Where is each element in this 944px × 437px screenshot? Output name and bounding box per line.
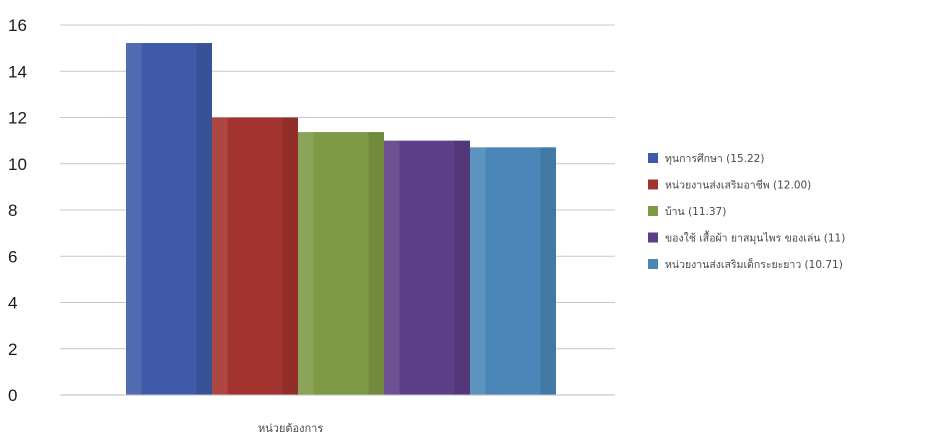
bar-group xyxy=(470,147,556,395)
bar-group xyxy=(126,43,212,395)
legend-label: บ้าน (11.37) xyxy=(665,206,726,218)
bar-highlight xyxy=(470,147,486,395)
legend-item: บ้าน (11.37) xyxy=(648,206,726,218)
y-tick-label: 16 xyxy=(8,16,27,35)
bar-group xyxy=(384,140,470,395)
legend-swatch xyxy=(648,206,658,216)
legend-swatch xyxy=(648,153,658,163)
legend: ทุนการศึกษา (15.22) หน่วยงานส่งเสริมอาชีพ… xyxy=(648,153,845,271)
bar-highlight xyxy=(384,140,400,395)
legend-item: ทุนการศึกษา (15.22) xyxy=(648,153,764,165)
bar xyxy=(126,43,212,395)
bar-shade xyxy=(368,132,384,395)
legend-swatch xyxy=(648,259,658,269)
legend-label: หน่วยงานส่งเสริมอาชีพ (12.00) xyxy=(665,179,811,192)
legend-label: ทุนการศึกษา (15.22) xyxy=(665,153,764,165)
legend-label: ของใช้ เสื้อผ้า ยาสมุนไพร ของเล่น (11) xyxy=(665,231,845,245)
y-tick-label: 4 xyxy=(8,294,17,313)
bar-highlight xyxy=(298,132,314,395)
bar xyxy=(470,147,556,395)
legend-label: หน่วยงานส่งเสริมเด็กระยะยาว (10.71) xyxy=(665,257,843,271)
bar xyxy=(212,117,298,395)
bar-shade xyxy=(282,117,298,395)
bar-group xyxy=(298,132,384,395)
legend-item: ของใช้ เสื้อผ้า ยาสมุนไพร ของเล่น (11) xyxy=(648,231,845,245)
bar-highlight xyxy=(212,117,228,395)
y-tick-label: 10 xyxy=(8,155,27,174)
bar-shade xyxy=(196,43,212,395)
legend-item: หน่วยงานส่งเสริมเด็กระยะยาว (10.71) xyxy=(648,257,843,271)
y-tick-label: 6 xyxy=(8,247,17,266)
bar-shade xyxy=(540,147,556,395)
legend-swatch xyxy=(648,232,658,243)
y-tick-label: 2 xyxy=(8,340,17,359)
y-tick-label: 12 xyxy=(8,109,27,128)
y-tick-label: 14 xyxy=(8,62,27,81)
y-tick-label: 8 xyxy=(8,201,17,220)
bar-shade xyxy=(454,140,470,395)
bar-highlight xyxy=(126,43,142,395)
y-tick-label: 0 xyxy=(8,386,17,405)
x-axis-label: หน่วยต้องการ xyxy=(258,422,323,435)
legend-item: หน่วยงานส่งเสริมอาชีพ (12.00) xyxy=(648,179,811,192)
y-axis-ticks: 0 2 4 6 8 10 12 14 16 xyxy=(8,16,27,405)
bar xyxy=(384,140,470,395)
bar-group xyxy=(212,117,298,395)
bar xyxy=(298,132,384,395)
legend-swatch xyxy=(648,179,658,190)
bars xyxy=(126,43,556,395)
